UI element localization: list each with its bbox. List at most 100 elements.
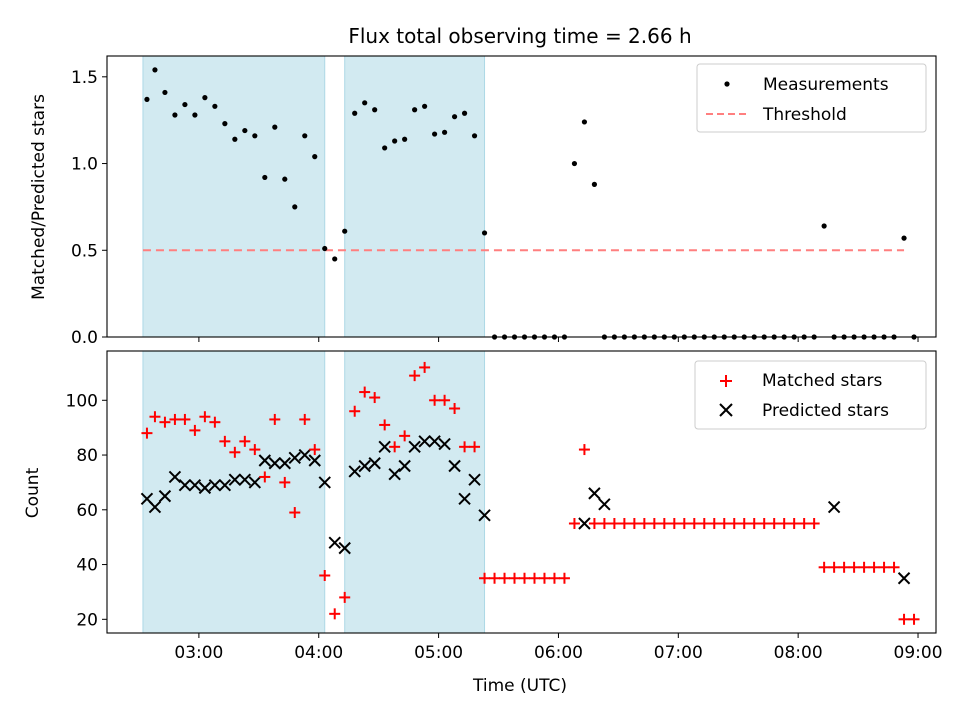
measurement-point: [412, 107, 417, 112]
matched-star-point: [819, 562, 830, 573]
measurement-point: [432, 131, 437, 136]
matched-star-point: [629, 518, 640, 529]
measurement-point: [222, 121, 227, 126]
bottom-y-tick-label: 100: [66, 391, 98, 411]
predicted-star-point: [329, 537, 340, 548]
matched-star-point: [329, 608, 340, 619]
matched-star-point: [729, 518, 740, 529]
matched-star-point: [509, 573, 520, 584]
matched-star-point: [649, 518, 660, 529]
matched-star-point: [659, 518, 670, 529]
measurement-point: [182, 102, 187, 107]
matched-star-point: [849, 562, 860, 573]
matched-star-point: [909, 614, 920, 625]
bottom-legend: Matched stars Predicted stars: [695, 361, 926, 429]
measurement-point: [282, 177, 287, 182]
matched-star-point: [489, 573, 500, 584]
measurement-point: [302, 133, 307, 138]
matched-star-point: [839, 562, 850, 573]
matched-star-point: [889, 562, 900, 573]
matched-star-point: [679, 518, 690, 529]
top-y-ticks: 0.00.51.01.5: [71, 68, 107, 348]
measurement-point: [232, 137, 237, 142]
matched-star-point: [769, 518, 780, 529]
measurement-point: [402, 137, 407, 142]
bottom-y-tick-label: 20: [76, 610, 98, 630]
measurement-point: [582, 119, 587, 124]
matched-star-point: [699, 518, 710, 529]
measurement-point: [592, 182, 597, 187]
measurement-point: [332, 256, 337, 261]
bottom-y-tick-label: 80: [76, 446, 98, 466]
top-y-tick-label: 0.5: [71, 241, 98, 261]
x-tick-label: 06:00: [534, 643, 583, 663]
measurement-point: [202, 95, 207, 100]
matched-star-point: [829, 562, 840, 573]
measurement-point: [272, 125, 277, 130]
measurement-point: [901, 236, 906, 241]
measurement-point: [482, 230, 487, 235]
measurement-point: [162, 90, 167, 95]
bottom-panel: 20406080100 03:00 04:00 05:00 06:00 07:00 08:…: [23, 351, 943, 696]
matched-star-point: [809, 518, 820, 529]
measurement-point: [462, 111, 467, 116]
matched-star-point: [589, 518, 600, 529]
measurement-point: [382, 145, 387, 150]
measurement-point: [472, 133, 477, 138]
matched-star-point: [669, 518, 680, 529]
measurement-point: [442, 130, 447, 135]
measurement-point: [572, 161, 577, 166]
matched-star-point: [869, 562, 880, 573]
chart-title: Flux total observing time = 2.66 h: [348, 24, 691, 48]
top-y-axis-label: Matched/Predicted stars: [29, 94, 49, 300]
bottom-shaded-intervals: [143, 351, 485, 633]
top-x-ticks: [199, 337, 918, 342]
x-tick-label: 03:00: [174, 643, 223, 663]
measurement-point: [372, 107, 377, 112]
matched-star-point: [539, 573, 550, 584]
bottom-y-ticks: 20406080100: [66, 391, 107, 630]
predicted-star-point: [599, 499, 610, 510]
measurement-point: [422, 104, 427, 109]
measurement-point: [192, 112, 197, 117]
matched-star-point: [549, 573, 560, 584]
matched-star-point: [559, 573, 570, 584]
matched-star-point: [499, 573, 510, 584]
x-tick-label: 05:00: [414, 643, 463, 663]
matched-star-point: [619, 518, 630, 529]
measurement-point: [172, 112, 177, 117]
predicted-star-point: [899, 573, 910, 584]
matched-star-point: [709, 518, 720, 529]
matched-star-point: [579, 444, 590, 455]
measurements-legend-marker: [724, 81, 729, 86]
x-axis-label: Time (UTC): [472, 676, 567, 696]
top-y-tick-label: 1.5: [71, 68, 98, 88]
matched-legend-label: Matched stars: [762, 371, 882, 391]
top-y-tick-label: 1.0: [71, 155, 98, 175]
measurement-point: [352, 111, 357, 116]
x-tick-label: 08:00: [774, 643, 823, 663]
x-tick-label: 09:00: [894, 643, 943, 663]
matched-star-point: [609, 518, 620, 529]
predicted-legend-label: Predicted stars: [762, 401, 889, 421]
matched-star-point: [759, 518, 770, 529]
shaded-interval-1: [143, 56, 325, 337]
matched-star-point: [719, 518, 730, 529]
matched-star-point: [529, 573, 540, 584]
top-panel: 0.0 0.5 1.0 1.5 Matched/Predicted stars Mea…: [29, 56, 936, 348]
matched-star-point: [859, 562, 870, 573]
x-tick-label: 04:00: [294, 643, 343, 663]
measurement-point: [392, 138, 397, 143]
matched-star-point: [779, 518, 790, 529]
top-legend: Measurements Threshold: [697, 64, 926, 132]
matched-star-point: [799, 518, 810, 529]
matched-star-point: [599, 518, 610, 529]
bottom-y-tick-label: 40: [76, 556, 98, 576]
measurement-point: [362, 100, 367, 105]
measurement-point: [152, 67, 157, 72]
x-tick-label: 07:00: [654, 643, 703, 663]
threshold-legend-label: Threshold: [762, 105, 847, 125]
measurement-point: [262, 175, 267, 180]
measurement-point: [822, 223, 827, 228]
